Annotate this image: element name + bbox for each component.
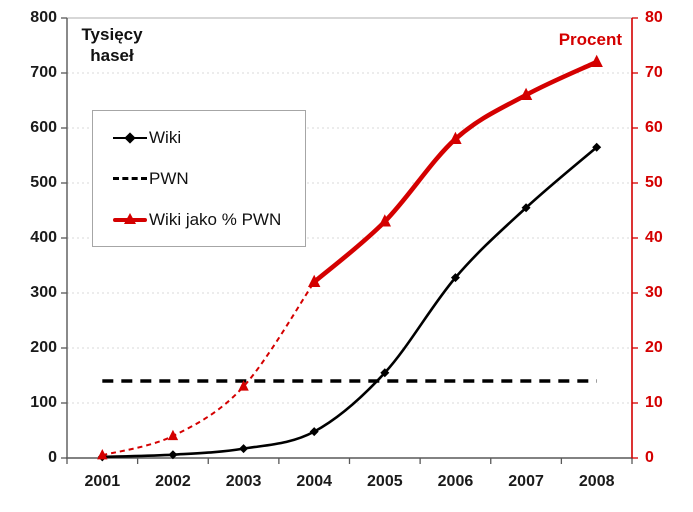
right-axis-title: Procent: [558, 30, 622, 49]
wiki-marker-diamond: [592, 142, 602, 152]
y-left-tick-label: 800: [30, 9, 57, 26]
pct-marker-triangle: [449, 131, 462, 144]
left-axis-title: Tysięcy haseł: [70, 24, 154, 67]
x-tick-label: 2002: [155, 473, 191, 490]
pct-marker-triangle: [307, 274, 321, 287]
x-tick-label: 2005: [367, 473, 403, 490]
wiki-marker-diamond: [521, 203, 531, 213]
pct-marker-triangle: [378, 214, 392, 227]
y-right-tick-label: 70: [645, 64, 663, 81]
legend-label-wiki: Wiki: [149, 127, 182, 147]
y-right-tick-label: 0: [645, 449, 654, 466]
wiki-line-diamond-icon: [113, 130, 147, 146]
y-left-tick-label: 300: [30, 284, 57, 301]
y-right-tick-label: 10: [645, 394, 663, 411]
x-tick-label: 2003: [225, 473, 262, 490]
red-line-triangle-icon: [113, 212, 147, 228]
y-right-tick-label: 30: [645, 284, 663, 301]
pct-marker-triangle: [590, 54, 603, 67]
x-tick-label: 2006: [437, 473, 474, 490]
x-tick-label: 2008: [578, 473, 615, 490]
y-right-tick-label: 50: [645, 174, 663, 191]
wiki-marker-diamond: [168, 450, 178, 460]
y-left-tick-label: 100: [30, 394, 57, 411]
x-tick-label: 2004: [296, 473, 332, 490]
pct-marker-triangle: [238, 380, 249, 391]
wiki-marker-diamond: [309, 427, 319, 437]
pwn-dashed-line-icon: [113, 171, 147, 187]
pct-series-solid-line: [311, 59, 599, 285]
pct-series-dashed-line: [102, 281, 316, 457]
wiki-marker-diamond: [239, 444, 249, 454]
y-left-tick-label: 500: [30, 174, 57, 191]
legend-item-wiki-pct-pwn: Wiki jako % PWN: [113, 210, 305, 230]
wiki-series-line: [102, 146, 598, 459]
y-left-tick-label: 400: [30, 229, 57, 246]
y-left-tick-label: 200: [30, 339, 57, 356]
x-tick-label: 2001: [84, 473, 121, 490]
wiki-marker-diamond: [450, 273, 460, 283]
y-right-tick-label: 40: [645, 229, 663, 246]
left-axis-title-line2: haseł: [90, 46, 134, 66]
y-left-tick-label: 700: [30, 64, 57, 81]
legend-label-pwn: PWN: [149, 168, 189, 188]
legend: Wiki PWN Wiki jako % PWN: [92, 110, 306, 247]
pct-marker-triangle: [167, 429, 179, 441]
left-axis-title-line1: Tysięcy: [81, 25, 143, 44]
legend-item-wiki: Wiki: [113, 128, 305, 148]
x-tick-label: 2007: [508, 473, 544, 490]
pct-marker-triangle: [97, 449, 108, 460]
y-left-tick-label: 600: [30, 119, 57, 136]
y-left-tick-label: 0: [48, 449, 57, 466]
legend-item-pwn: PWN: [113, 169, 305, 189]
pct-marker-triangle: [519, 87, 533, 100]
y-right-tick-label: 80: [645, 9, 663, 26]
y-right-tick-label: 20: [645, 339, 663, 356]
y-right-tick-label: 60: [645, 119, 663, 136]
wiki-marker-diamond: [380, 368, 390, 378]
legend-label-wiki-pct-pwn: Wiki jako % PWN: [149, 209, 282, 229]
